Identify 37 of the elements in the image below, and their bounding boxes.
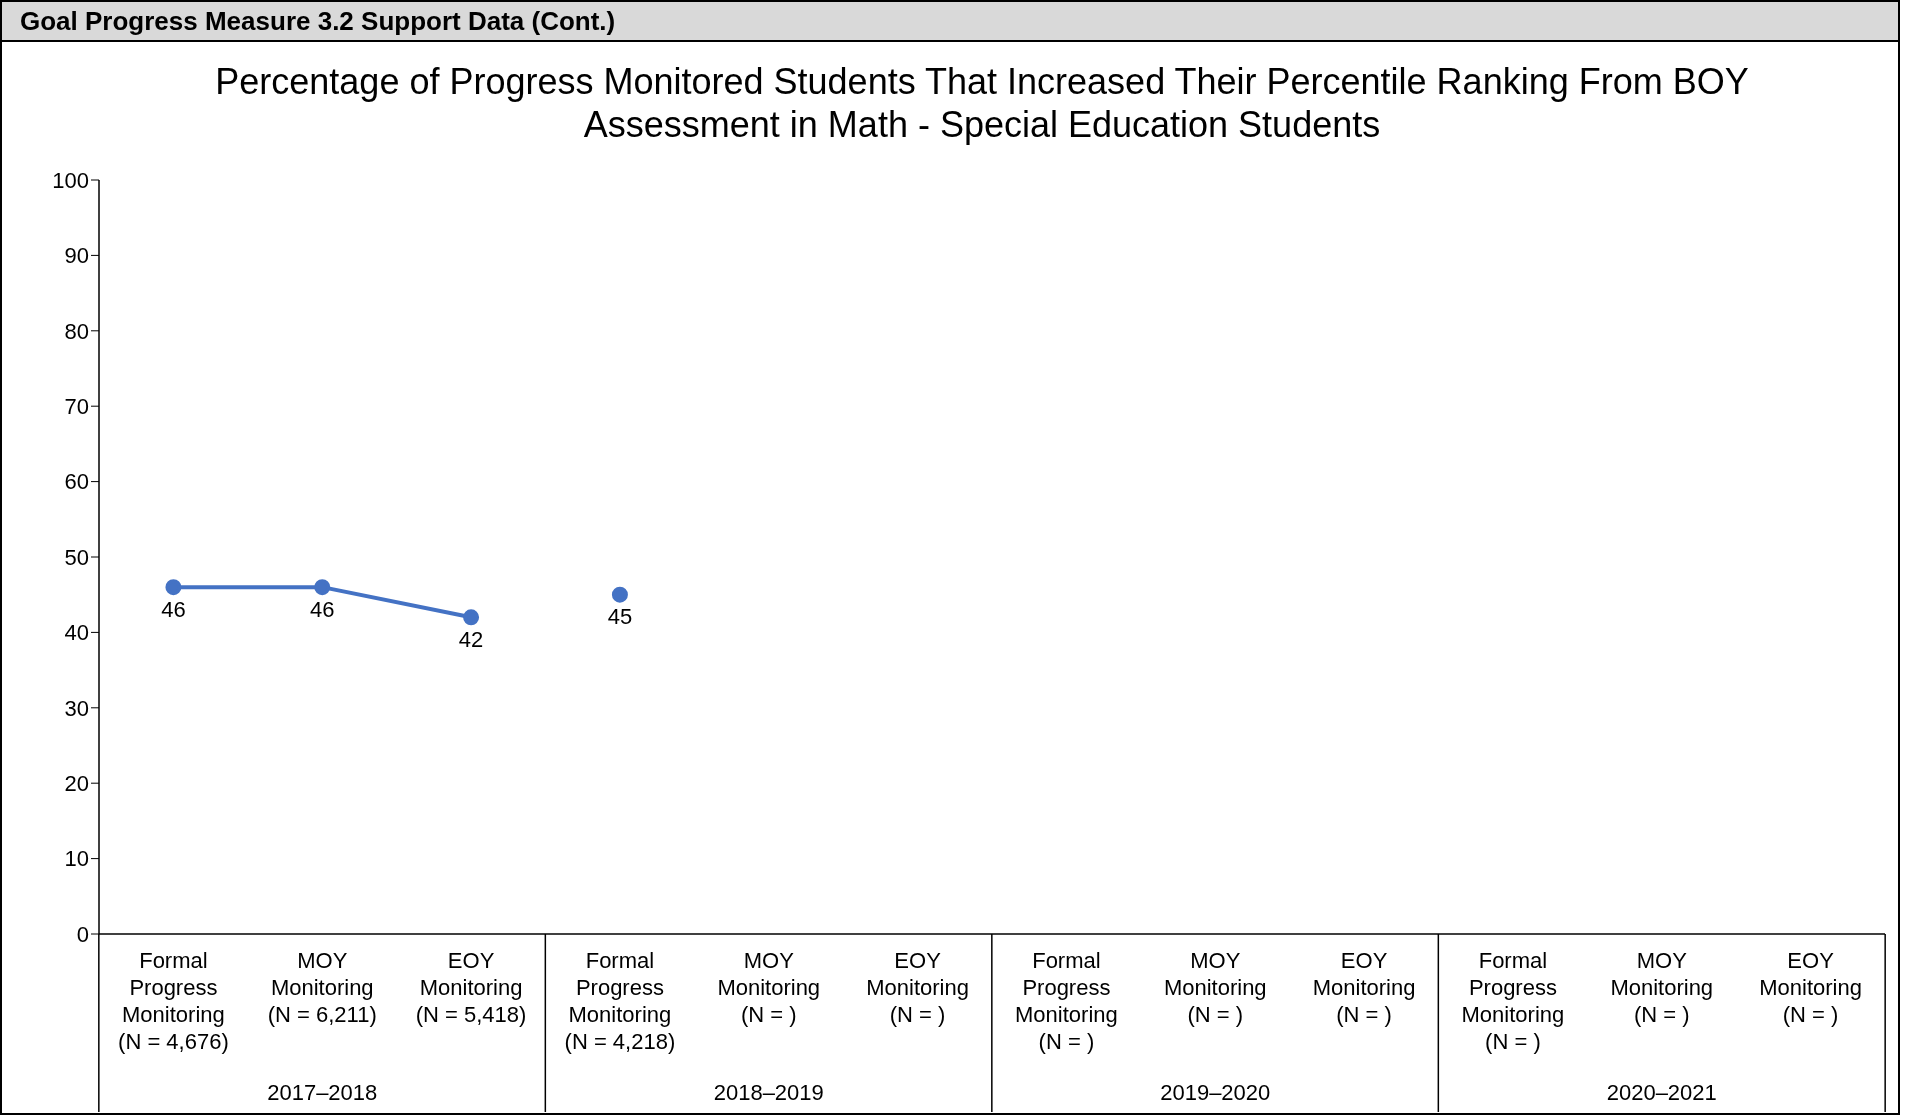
y-tick-label: 10 xyxy=(64,846,89,872)
chart-title: Percentage of Progress Monitored Students That Increased Their Percentile Ranking From BOY Assessment in Math - Special Education Students xyxy=(214,60,1750,146)
x-tick-label: Formal Progress Monitoring (N = ) xyxy=(1461,948,1565,1054)
x-tick-label: MOY Monitoring (N = 6,211) xyxy=(267,948,377,1027)
data-label: 46 xyxy=(310,596,335,622)
y-tick-label: 80 xyxy=(64,318,89,344)
x-tick-label: EOY Monitoring (N = ) xyxy=(1759,948,1862,1027)
y-tick-label: 0 xyxy=(76,921,89,947)
y-tick-label: 90 xyxy=(64,243,89,269)
text: 2017–2018 xyxy=(267,1080,378,1105)
x-tick-label: EOY Monitoring (N = ) xyxy=(866,948,969,1027)
text: Goal Progress Measure 3.2 Support Data (Cont.) xyxy=(2,2,1898,42)
point xyxy=(611,586,628,603)
data-label: 45 xyxy=(607,604,633,630)
y-tick-label: 70 xyxy=(64,394,89,420)
x-tick-label: MOY Monitoring (N = ) xyxy=(1163,948,1267,1027)
point xyxy=(165,579,182,596)
x-tick-label: Formal Progress Monitoring (N = ) xyxy=(1015,948,1118,1054)
text: 2018–2019 xyxy=(713,1080,824,1105)
y-tick-label: 40 xyxy=(64,620,89,646)
x-tick-label: EOY Monitoring (N = ) xyxy=(1312,948,1416,1027)
x-tick-label: MOY Monitoring (N = ) xyxy=(1610,948,1714,1027)
point xyxy=(314,579,331,596)
point xyxy=(463,609,480,626)
y-tick-label: 60 xyxy=(64,469,89,495)
x-tick-label: EOY Monitoring (N = 5,418) xyxy=(415,948,527,1027)
x-tick-label: Formal Progress Monitoring (N = 4,218) xyxy=(564,948,676,1054)
y-tick-label: 20 xyxy=(64,771,89,797)
data-label: 46 xyxy=(161,596,186,622)
data-label: 42 xyxy=(458,626,484,652)
y-tick-label: 30 xyxy=(64,695,89,721)
x-tick-label: Formal Progress Monitoring (N = 4,676) xyxy=(118,948,229,1054)
text: 2019–2020 xyxy=(1160,1080,1271,1105)
y-tick-label: 100 xyxy=(52,167,89,193)
y-tick-label: 50 xyxy=(64,544,89,570)
x-tick-label: MOY Monitoring (N = ) xyxy=(717,948,821,1027)
text: 2020–2021 xyxy=(1606,1080,1717,1105)
